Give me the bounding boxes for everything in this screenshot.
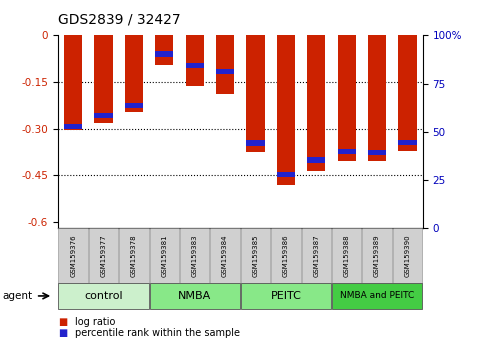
Text: GSM159377: GSM159377 [100, 234, 107, 277]
Bar [277, 35, 295, 185]
Text: GSM159389: GSM159389 [374, 234, 380, 277]
Bar [398, 35, 416, 150]
Text: NMBA and PEITC: NMBA and PEITC [340, 291, 414, 301]
Text: GSM159386: GSM159386 [283, 234, 289, 277]
Bar [277, 171, 295, 177]
Text: GDS2839 / 32427: GDS2839 / 32427 [58, 12, 181, 27]
Text: ■: ■ [58, 328, 67, 338]
Bar [155, 35, 173, 65]
Text: GSM159384: GSM159384 [222, 234, 228, 277]
Bar [64, 124, 82, 129]
Text: GSM159387: GSM159387 [313, 234, 319, 277]
Text: NMBA: NMBA [178, 291, 212, 301]
Text: PEITC: PEITC [270, 291, 301, 301]
Text: percentile rank within the sample: percentile rank within the sample [75, 328, 240, 338]
Bar [95, 35, 113, 122]
Bar [398, 140, 416, 145]
Bar [155, 51, 173, 57]
Bar [246, 35, 265, 152]
Bar [216, 35, 234, 94]
Bar [185, 35, 204, 86]
Bar [216, 69, 234, 74]
Bar [246, 140, 265, 145]
Bar [307, 157, 326, 163]
Bar [307, 35, 326, 171]
Text: ■: ■ [58, 317, 67, 327]
Text: GSM159376: GSM159376 [70, 234, 76, 277]
Text: control: control [84, 291, 123, 301]
Text: log ratio: log ratio [75, 317, 115, 327]
Text: GSM159388: GSM159388 [343, 234, 350, 277]
Bar [95, 113, 113, 118]
Text: GSM159381: GSM159381 [161, 234, 167, 277]
Text: GSM159378: GSM159378 [131, 234, 137, 277]
Bar [185, 63, 204, 68]
Text: GSM159385: GSM159385 [253, 234, 258, 277]
Bar [368, 150, 386, 155]
Text: agent: agent [2, 291, 32, 301]
Bar [368, 35, 386, 161]
Bar [64, 35, 82, 130]
Bar [125, 35, 143, 112]
Bar [125, 103, 143, 108]
Text: GSM159390: GSM159390 [404, 234, 411, 277]
Bar [338, 149, 356, 154]
Text: GSM159383: GSM159383 [192, 234, 198, 277]
Bar [338, 35, 356, 161]
